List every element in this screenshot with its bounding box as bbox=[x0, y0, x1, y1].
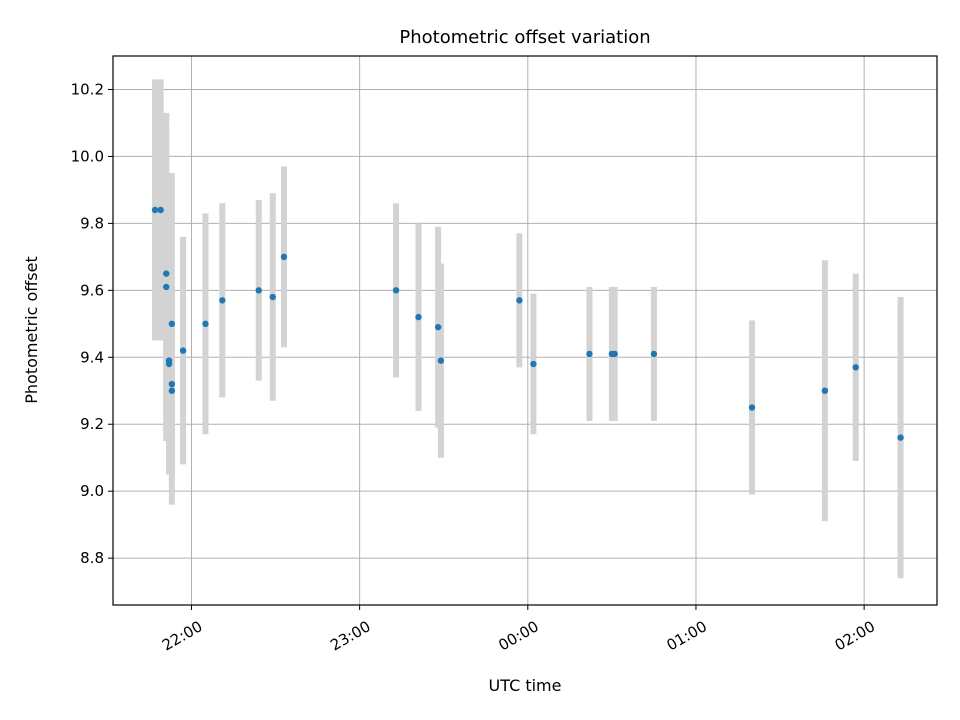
y-axis-label: Photometric offset bbox=[22, 256, 41, 404]
data-point bbox=[434, 323, 442, 331]
data-point bbox=[168, 387, 176, 394]
data-point bbox=[202, 320, 209, 328]
data-point bbox=[852, 364, 859, 371]
data-point bbox=[650, 350, 658, 358]
data-point bbox=[392, 287, 400, 294]
data-point bbox=[163, 270, 170, 277]
chart-title: Photometric offset variation bbox=[399, 27, 650, 48]
data-point bbox=[437, 357, 445, 364]
data-points bbox=[151, 206, 904, 441]
data-point bbox=[168, 380, 176, 388]
data-point bbox=[163, 283, 170, 291]
data-point bbox=[157, 206, 164, 214]
y-tick-label: 9.0 bbox=[80, 482, 104, 500]
data-point bbox=[219, 297, 226, 304]
y-tick-label: 9.6 bbox=[80, 281, 104, 299]
y-tick-label: 9.2 bbox=[80, 415, 104, 433]
data-point bbox=[165, 357, 173, 364]
data-point bbox=[415, 313, 422, 321]
data-point bbox=[897, 434, 904, 441]
data-point bbox=[269, 293, 276, 301]
data-point bbox=[255, 287, 262, 294]
data-point bbox=[748, 404, 756, 411]
plot-area-frame bbox=[112, 55, 938, 606]
data-point bbox=[151, 206, 159, 214]
data-point bbox=[821, 387, 829, 394]
grid-lines bbox=[113, 56, 937, 605]
data-point bbox=[280, 253, 288, 261]
plot-area-background bbox=[113, 56, 937, 605]
y-tick-label: 9.8 bbox=[80, 214, 104, 232]
y-tick-label: 9.4 bbox=[80, 348, 104, 366]
y-tick-label: 10.2 bbox=[71, 80, 104, 98]
data-point bbox=[179, 347, 187, 354]
data-point bbox=[611, 350, 618, 358]
x-axis-label: UTC time bbox=[489, 676, 562, 695]
data-point bbox=[168, 320, 176, 328]
data-point bbox=[530, 360, 537, 368]
data-point bbox=[586, 350, 593, 358]
data-point bbox=[516, 297, 523, 304]
y-tick-label: 8.8 bbox=[80, 549, 104, 567]
y-tick-label: 10.0 bbox=[71, 147, 104, 165]
